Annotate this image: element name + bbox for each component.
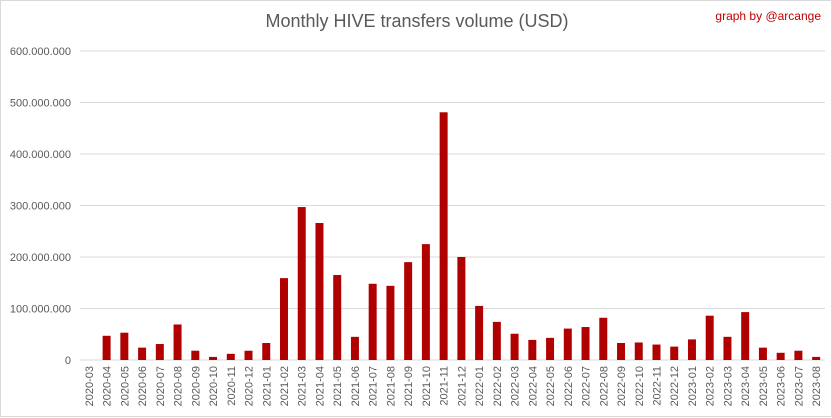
bar [546,337,555,360]
x-axis-ticks: 2020-03 2020-04 2020-05 2020-06 2020-07 2020-… [84,366,823,406]
x-tick-label: 2021-10 [421,366,433,406]
x-tick-label: 2022-02 [492,366,504,406]
bar [510,333,519,360]
x-tick-label: 2021-11 [439,366,451,406]
x-tick-label: 2022-01 [474,366,486,406]
gridlines [80,50,825,361]
x-tick-label: 2021-05 [332,366,344,406]
x-tick-label: 2021-04 [314,366,326,406]
bar [794,350,803,360]
y-tick-label: 300.000.000 [10,201,71,213]
bar [333,275,342,360]
x-tick-label: 2023-02 [705,366,717,406]
bar [279,278,288,360]
x-tick-label: 2022-10 [634,366,646,406]
bar [421,244,430,360]
bar [297,207,306,360]
y-axis-ticks: 0 100.000.000 200.000.000 300.000.000 400.00… [10,46,71,367]
x-tick-label: 2020-12 [244,366,256,406]
x-tick-label: 2020-05 [119,366,131,406]
y-tick-label: 600.000.000 [10,46,71,58]
bar [563,328,572,360]
x-tick-label: 2023-08 [811,366,823,406]
bar [528,339,537,360]
x-tick-label: 2022-08 [598,366,610,406]
y-tick-label: 100.000.000 [10,304,71,316]
bar [741,312,750,360]
x-tick-label: 2020-08 [173,366,185,406]
bar [475,305,484,360]
y-tick-label: 400.000.000 [10,149,71,161]
x-tick-label: 2020-07 [155,366,167,406]
x-tick-label: 2023-07 [793,366,805,406]
y-tick-label: 0 [65,355,71,367]
x-tick-label: 2023-03 [722,366,734,406]
x-tick-label: 2021-01 [261,366,273,406]
bar [812,356,821,360]
bar [581,327,590,360]
bar [492,321,501,360]
bar [776,352,785,360]
bar [209,356,218,360]
bar [155,344,164,360]
x-tick-label: 2021-03 [297,366,309,406]
y-tick-label: 200.000.000 [10,252,71,264]
bar [705,315,714,360]
x-tick-label: 2021-08 [385,366,397,406]
x-tick-label: 2022-03 [510,366,522,406]
x-tick-label: 2022-06 [563,366,575,406]
bar [599,317,608,360]
x-tick-label: 2022-11 [651,366,663,406]
bar [138,347,147,360]
x-tick-label: 2022-07 [581,366,593,406]
bar [350,336,359,360]
bar [617,343,626,360]
x-tick-label: 2021-07 [368,366,380,406]
x-tick-label: 2020-11 [226,366,238,406]
bar [404,262,413,360]
x-tick-label: 2023-01 [687,366,699,406]
x-tick-label: 2022-09 [616,366,628,406]
bar [191,350,200,360]
bar [226,353,235,360]
bar [120,332,129,360]
bar [315,223,324,360]
bar [262,343,271,360]
bar [634,342,643,360]
x-tick-label: 2020-10 [208,366,220,406]
bar [652,344,661,360]
y-tick-label: 500.000.000 [10,98,71,110]
x-tick-label: 2022-04 [527,366,539,406]
x-tick-label: 2023-05 [758,366,770,406]
bar [687,339,696,360]
x-tick-label: 2022-12 [669,366,681,406]
bar [457,257,466,360]
x-tick-label: 2020-04 [102,366,114,406]
x-tick-label: 2020-03 [84,366,96,406]
x-tick-label: 2020-09 [190,366,202,406]
bar [244,350,253,360]
bars [102,112,821,360]
bar [173,324,182,360]
x-tick-label: 2023-06 [776,366,788,406]
bar [758,347,767,360]
x-tick-label: 2021-06 [350,366,362,406]
bar [386,285,395,360]
x-tick-label: 2021-02 [279,366,291,406]
bar [102,335,111,360]
x-tick-label: 2021-12 [456,366,468,406]
x-tick-label: 2023-04 [740,366,752,406]
bar [439,112,448,360]
bar [723,336,732,360]
bar [670,346,679,360]
x-tick-label: 2020-06 [137,366,149,406]
credit-label: graph by @arcange [715,9,821,23]
chart-title: Monthly HIVE transfers volume (USD) [265,11,569,31]
x-tick-label: 2021-09 [403,366,415,406]
x-tick-label: 2022-05 [545,366,557,406]
bar [368,283,377,360]
